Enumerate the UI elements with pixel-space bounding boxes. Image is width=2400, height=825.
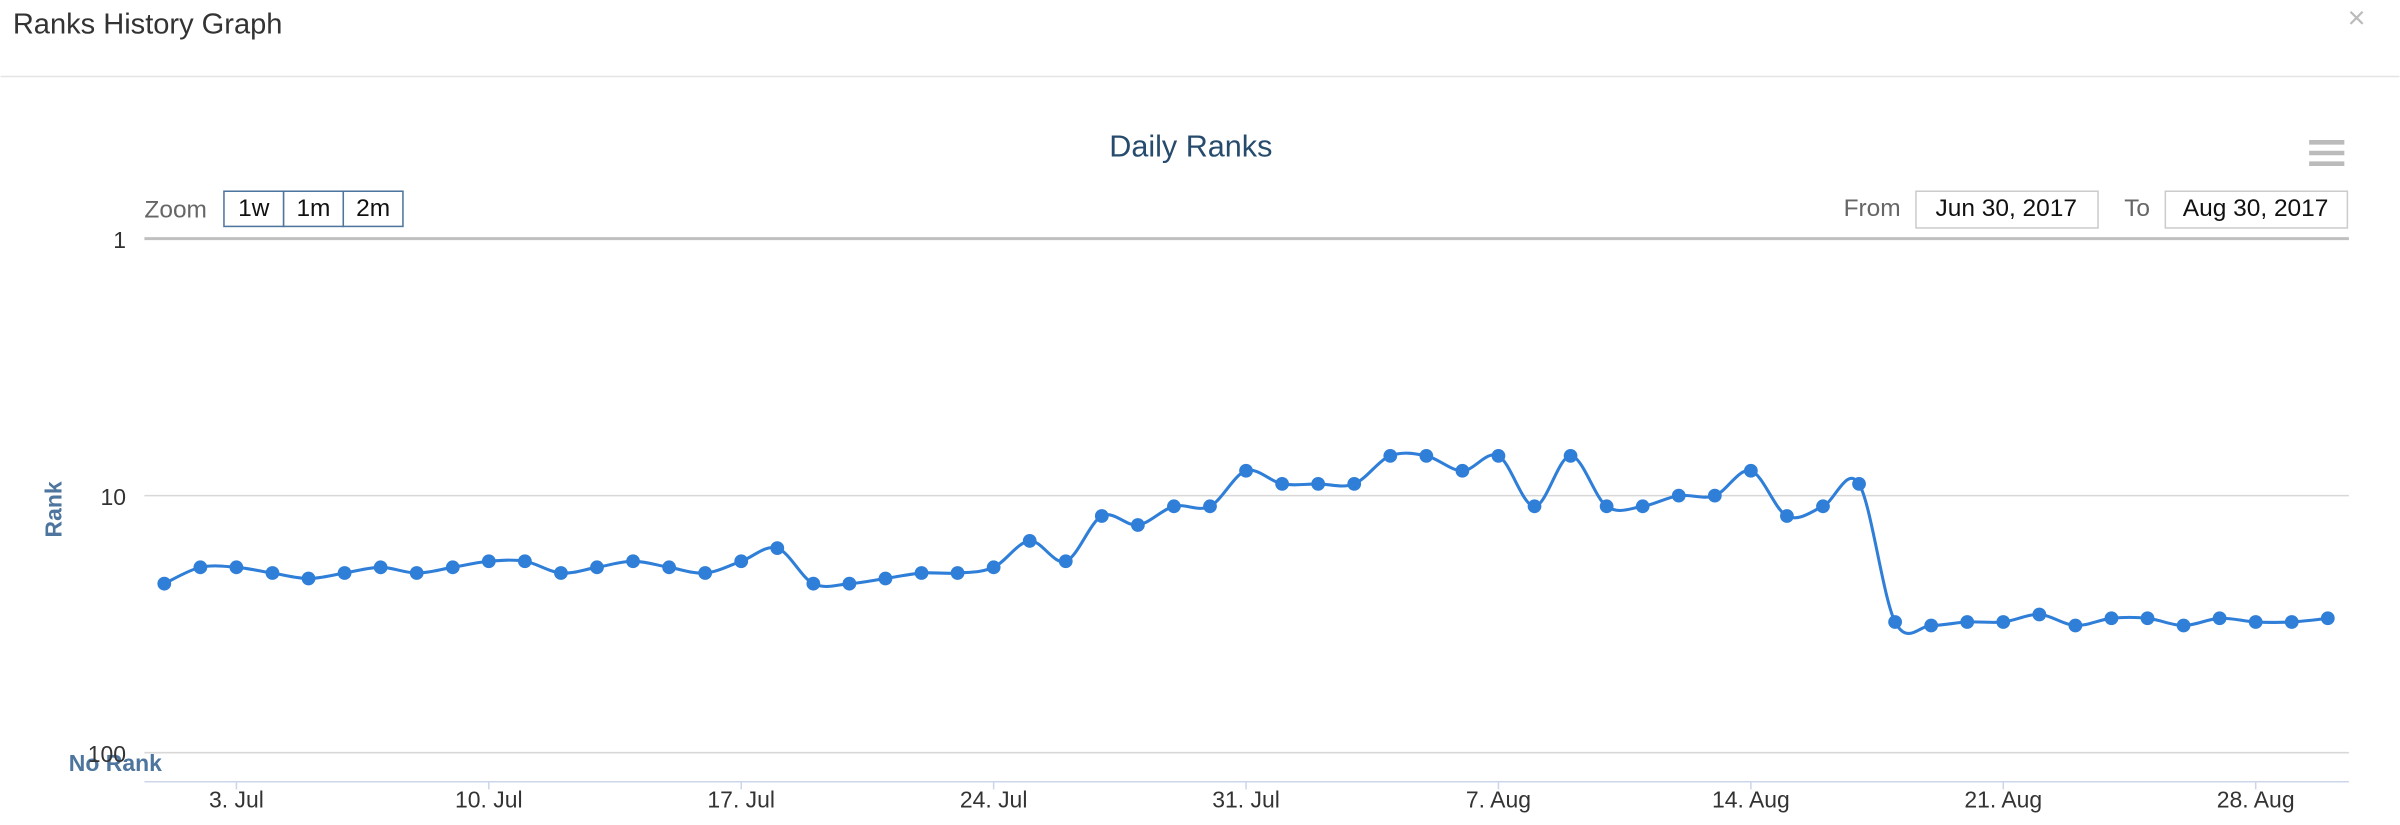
rank-point: [1816, 499, 1830, 514]
y-tick-label: 1: [113, 227, 126, 253]
x-tick-label: 14. Aug: [1712, 787, 1790, 813]
rank-point: [265, 566, 280, 580]
x-tick-label: 7. Aug: [1466, 787, 1531, 813]
x-tick-label: 24. Jul: [960, 787, 1028, 813]
x-tick-label: 3. Jul: [209, 787, 264, 813]
rank-point: [445, 560, 460, 575]
rank-point: [1635, 499, 1650, 514]
y-tick-label: 100: [88, 741, 126, 767]
rank-point: [481, 554, 496, 569]
rank-point: [1599, 499, 1614, 514]
rank-point: [1203, 499, 1217, 514]
from-value[interactable]: Jun 30, 2017: [1935, 195, 2077, 222]
rank-point: [2032, 607, 2047, 622]
rank-point: [373, 560, 388, 575]
rank-point: [1491, 448, 1506, 463]
rank-point: [1419, 448, 1434, 463]
rank-point: [554, 566, 568, 580]
to-input[interactable]: [2164, 190, 2349, 229]
rank-point: [2248, 615, 2263, 629]
rank-point: [1960, 615, 1975, 629]
from-input[interactable]: [1915, 190, 2099, 229]
rank-point: [301, 571, 316, 586]
rank-line: [163, 451, 2328, 635]
rank-point: [1924, 618, 1939, 633]
rank-point: [734, 554, 749, 569]
menu-icon[interactable]: [2309, 139, 2345, 166]
rank-point: [1167, 499, 1181, 514]
y-axis-title: Rank: [41, 481, 67, 537]
from-label: From: [1844, 195, 1901, 222]
zoom-button-label[interactable]: 1m: [296, 195, 330, 222]
rank-point: [2140, 611, 2155, 626]
rank-point: [2176, 618, 2191, 633]
zoom-buttons: 1w 1m 2m: [223, 190, 404, 228]
rank-point: [1455, 463, 1470, 478]
zoom-button[interactable]: [282, 190, 345, 228]
x-tick-label: 17. Jul: [707, 787, 775, 813]
rank-point: [1094, 509, 1109, 523]
x-tick-label: 31. Jul: [1212, 787, 1280, 813]
rank-point: [770, 541, 785, 556]
y-tick-label: 10: [101, 484, 127, 510]
dialog-title: Ranks History Graph: [13, 9, 283, 41]
rank-point: [914, 566, 929, 580]
rank-point: [1527, 499, 1542, 514]
rank-point: [986, 560, 1001, 575]
rank-point: [2104, 611, 2119, 626]
no-rank-label: No Rank: [69, 750, 162, 776]
rank-point: [193, 560, 208, 575]
rank-point: [1996, 615, 2011, 629]
rank-point: [1707, 488, 1722, 503]
rank-point: [590, 560, 604, 575]
rank-point: [806, 576, 821, 591]
rank-point: [229, 560, 244, 575]
rank-point: [1311, 477, 1326, 491]
zoom-button-label[interactable]: 1w: [238, 195, 270, 222]
rank-point: [1780, 509, 1794, 523]
zoom-label: Zoom: [144, 197, 207, 224]
zoom-button-label[interactable]: 2m: [356, 195, 390, 222]
rank-point: [2212, 611, 2227, 626]
rank-point: [517, 554, 532, 569]
rank-point: [950, 566, 965, 580]
to-label: To: [2124, 195, 2150, 222]
chart-title: Daily Ranks: [1109, 129, 1272, 163]
rank-point: [2284, 615, 2299, 629]
to-value[interactable]: Aug 30, 2017: [2183, 195, 2329, 222]
rank-point: [1852, 477, 1866, 491]
rank-point: [1888, 615, 1902, 629]
rank-point: [1347, 477, 1362, 491]
rank-point: [1239, 463, 1253, 478]
zoom-button[interactable]: [223, 190, 285, 228]
rank-point: [409, 566, 424, 580]
rank-point: [337, 566, 352, 580]
rank-point: [1022, 534, 1037, 548]
rank-point: [1563, 448, 1578, 463]
close-button[interactable]: ×: [2348, 1, 2366, 35]
rank-point: [1130, 518, 1145, 532]
rank-point: [1743, 463, 1758, 478]
rank-point: [698, 566, 713, 580]
rank-point: [1383, 448, 1398, 463]
rank-point: [157, 576, 172, 591]
x-tick-label: 10. Jul: [455, 787, 523, 813]
zoom-button[interactable]: [342, 190, 404, 228]
x-tick-label: 28. Aug: [2217, 787, 2295, 813]
rank-point: [2068, 618, 2083, 633]
rank-point: [1671, 488, 1686, 503]
rank-point: [626, 554, 640, 569]
plot-area: 1 10 100 3. Jul 10. Jul 17. Jul 24. Jul 31. Jul…: [88, 227, 2349, 813]
x-tick-label: 21. Aug: [1964, 787, 2042, 813]
rank-point: [662, 560, 676, 575]
rank-point: [1058, 554, 1073, 569]
rank-point: [842, 576, 857, 591]
rank-point: [878, 571, 893, 586]
rank-point: [2320, 611, 2335, 626]
rank-point: [1275, 477, 1289, 491]
